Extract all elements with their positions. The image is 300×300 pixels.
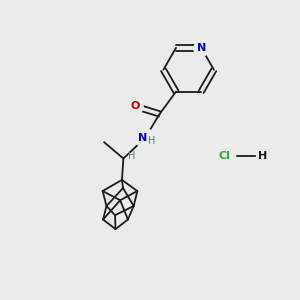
Text: O: O <box>130 101 140 112</box>
Text: N: N <box>196 43 206 53</box>
Text: N: N <box>138 133 147 143</box>
Text: H: H <box>148 136 155 146</box>
Text: H: H <box>258 151 268 161</box>
Text: H: H <box>128 151 135 160</box>
Text: Cl: Cl <box>218 151 230 161</box>
